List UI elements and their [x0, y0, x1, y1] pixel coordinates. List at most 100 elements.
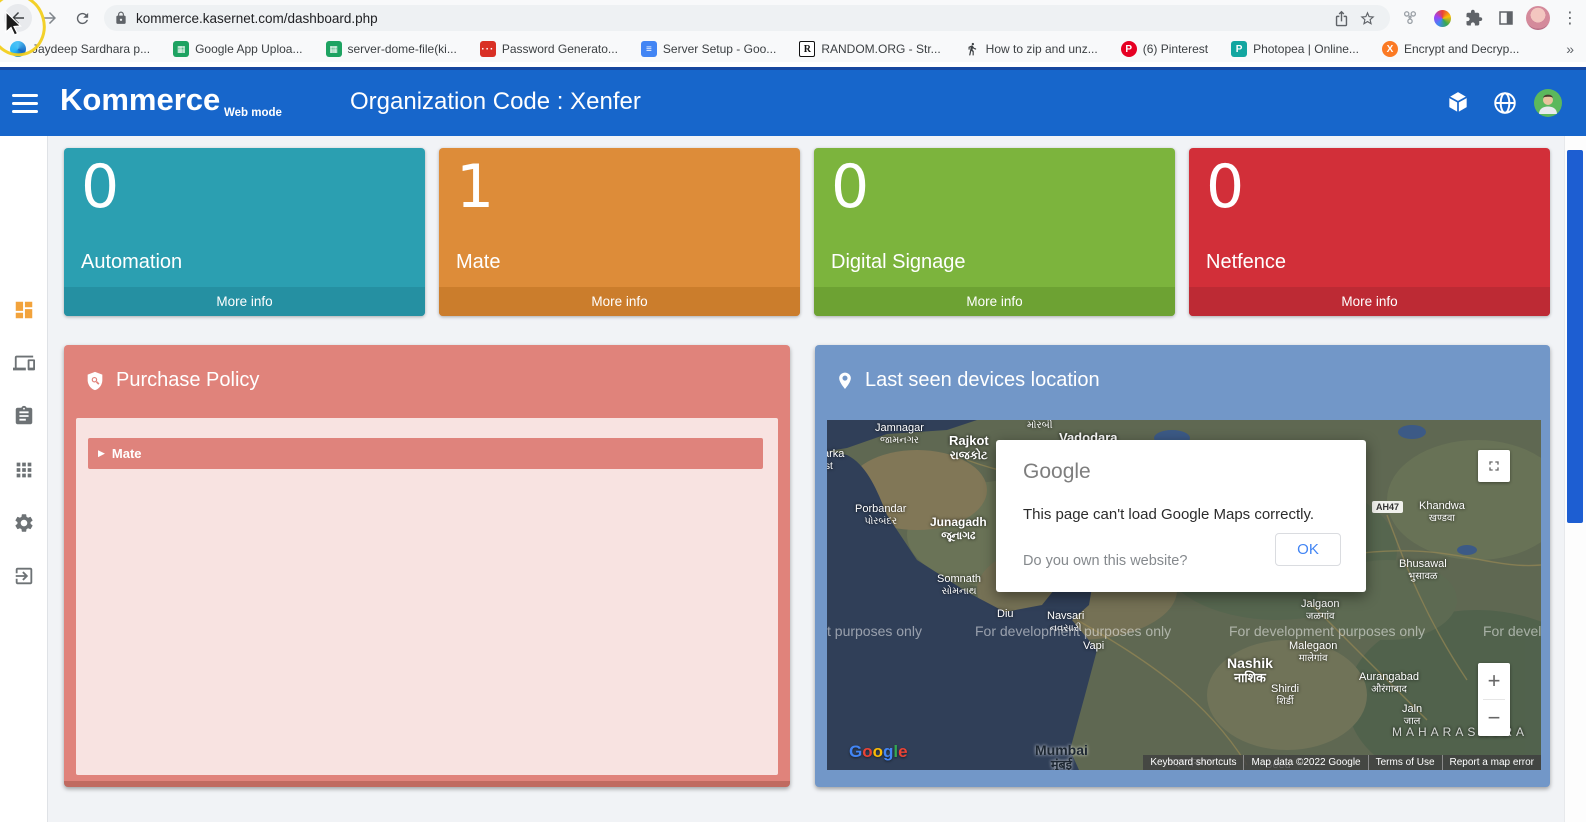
map-label: Khandwa खण्डवा [1419, 500, 1465, 524]
chrome-page-gap [0, 62, 1586, 67]
share-button[interactable] [1328, 5, 1354, 31]
stat-card-mate: 1 Mate More info [439, 148, 800, 316]
browser-back-button[interactable] [4, 4, 32, 32]
map-panel-title: Last seen devices location [865, 369, 1100, 391]
star-icon [1359, 10, 1375, 25]
bookmark-label: Google App Uploa... [195, 42, 303, 56]
map-fullscreen-button[interactable] [1478, 450, 1510, 482]
purchase-policy-panel: Purchase Policy ▶ Mate [64, 345, 790, 787]
browser-forward-button[interactable] [36, 4, 64, 32]
google-maps-logo[interactable]: Google [849, 742, 908, 761]
attribution-terms-of-use[interactable]: Terms of Use [1367, 755, 1442, 770]
bookmark-item[interactable]: ··· Password Generato... [479, 41, 618, 57]
bookmark-item[interactable]: ▦ server-dome-file(ki... [325, 41, 457, 57]
bookmark-item[interactable]: ≡ Server Setup - Goo... [640, 41, 777, 57]
map-zoom-control: + − [1478, 663, 1510, 736]
brand-mode-label: Web mode [224, 107, 282, 119]
development-watermark: For development purposes only [1229, 623, 1426, 639]
url-bar[interactable]: kommerce.kasernet.com/dashboard.php [104, 5, 1390, 31]
bookmark-label: How to zip and unz... [985, 42, 1098, 56]
side-panel-button[interactable] [1494, 6, 1518, 30]
stat-card-netfence: 0 Netfence More info [1189, 148, 1550, 316]
xampp-favicon-icon: X [1381, 41, 1398, 57]
sidebar-item-dashboard[interactable] [13, 299, 35, 321]
dialog-question: Do you own this website? [1023, 553, 1188, 569]
bookmark-item[interactable]: P Photopea | Online... [1231, 41, 1359, 57]
map-label: Diu [997, 608, 1014, 620]
map-label: Rajkot રાજકોટ [949, 433, 989, 462]
forward-icon [44, 12, 56, 24]
map-label: Jaln जाल [1402, 703, 1423, 727]
swirl-favicon-icon [10, 41, 26, 57]
sheets-favicon-icon: ▦ [173, 41, 190, 57]
bookmark-item[interactable]: Jaydeep Sardhara p... [10, 41, 150, 57]
stat-card-automation: 0 Automation More info [64, 148, 425, 316]
app-header: Kommerce Web mode Organization Code : Xe… [0, 70, 1586, 136]
bookmark-label: Server Setup - Goo... [662, 42, 777, 56]
browser-chrome: kommerce.kasernet.com/dashboard.php ⋮ Ja… [0, 0, 1586, 62]
pinterest-favicon-icon: P [1120, 41, 1137, 57]
browser-profile-avatar[interactable] [1526, 6, 1550, 30]
attribution-map-data-2022-google: Map data ©2022 Google [1243, 755, 1367, 770]
mate-accordion[interactable]: ▶ Mate [88, 438, 763, 469]
map-label: st [827, 461, 833, 472]
bookmark-item[interactable]: X Encrypt and Decryp... [1381, 41, 1520, 57]
bookmark-label: Encrypt and Decryp... [1403, 42, 1520, 56]
header-top-accent [0, 67, 1586, 70]
globe-icon[interactable] [1492, 90, 1518, 116]
stat-value: 1 [456, 152, 495, 222]
stat-card-digital-signage: 0 Digital Signage More info [814, 148, 1175, 316]
bookmark-label: Password Generato... [501, 42, 618, 56]
devices-location-panel: Last seen devices location [815, 345, 1550, 787]
google-map[interactable]: મોરબીJamnagarજામનગરRajkotરાજકોટVadodaraa… [827, 420, 1541, 770]
map-label: Mumbai मुंबई [1035, 742, 1088, 770]
development-watermark: For development purposes only [975, 623, 1172, 639]
map-attribution-bar: Keyboard shortcuts Map data ©2022 Google T… [1143, 755, 1541, 770]
more-info-link[interactable]: More info [1189, 287, 1550, 316]
sidebar-item-devices[interactable] [13, 352, 35, 374]
organization-code-title: Organization Code : Xenfer [350, 88, 641, 115]
stat-value: 0 [831, 152, 870, 222]
zoom-out-button[interactable]: − [1487, 705, 1501, 730]
page-scrollbar-track[interactable] [1564, 136, 1586, 822]
more-info-link[interactable]: More info [64, 287, 425, 316]
bookmark-item[interactable]: How to zip and unz... [964, 41, 1098, 57]
attribution-keyboard-shortcuts[interactable]: Keyboard shortcuts [1150, 757, 1237, 768]
deployed-code-icon[interactable] [1445, 90, 1471, 116]
sidebar-item-assignments[interactable] [13, 405, 35, 427]
bookmark-star-button[interactable] [1354, 5, 1380, 31]
extension-colorwheel-icon[interactable] [1430, 6, 1454, 30]
side-panel-icon [1499, 11, 1513, 25]
sidebar-item-apps[interactable] [13, 459, 35, 481]
more-info-link[interactable]: More info [814, 287, 1175, 316]
extensions-puzzle-button[interactable] [1462, 6, 1486, 30]
browser-toolbar: kommerce.kasernet.com/dashboard.php ⋮ [0, 0, 1586, 36]
more-info-link[interactable]: More info [439, 287, 800, 316]
user-avatar[interactable] [1534, 89, 1562, 117]
dialog-ok-button[interactable]: OK [1275, 533, 1341, 566]
page-scrollbar-thumb[interactable] [1567, 150, 1583, 523]
browser-reload-button[interactable] [68, 4, 96, 32]
bookmark-item[interactable]: P (6) Pinterest [1120, 41, 1209, 57]
bookmarks-overflow-chevron[interactable]: » [1566, 41, 1574, 57]
attribution-report-a-map-error[interactable]: Report a map error [1441, 755, 1541, 770]
docs-favicon-icon: ≡ [640, 41, 657, 57]
bookmark-label: server-dome-file(ki... [347, 42, 457, 56]
zoom-in-button[interactable]: + [1487, 668, 1501, 693]
bookmark-item[interactable]: ▦ Google App Uploa... [173, 41, 303, 57]
bookmark-item[interactable]: R RANDOM.ORG - Str... [799, 41, 941, 57]
extension-fidget-icon[interactable] [1398, 6, 1422, 30]
bookmark-label: (6) Pinterest [1142, 42, 1209, 56]
sidebar-item-logout[interactable] [13, 565, 35, 587]
bookmark-label: Photopea | Online... [1253, 42, 1359, 56]
purchase-policy-body: ▶ Mate [76, 418, 778, 775]
location-pin-icon [839, 372, 851, 389]
map-label: Bhusawal भुसावळ [1399, 558, 1447, 582]
brand-logo[interactable]: Kommerce [60, 82, 221, 117]
map-label: Porbandar પોરબંદર [855, 503, 907, 527]
sidebar-nav [0, 136, 48, 822]
browser-menu-button[interactable]: ⋮ [1562, 10, 1578, 27]
sidebar-item-settings[interactable] [13, 512, 35, 534]
menu-toggle-button[interactable] [12, 90, 40, 116]
